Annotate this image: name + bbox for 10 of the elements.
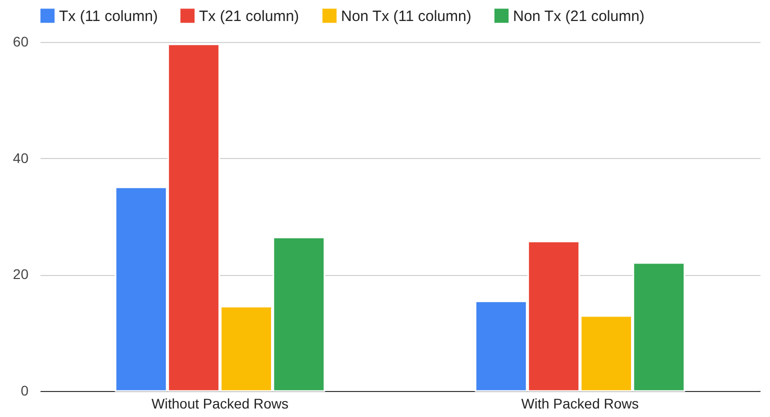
y-tick-label: 0 xyxy=(20,382,29,398)
y-tick-label: 40 xyxy=(12,150,29,166)
legend-label: Tx (21 column) xyxy=(199,8,300,25)
legend-label: Non Tx (21 column) xyxy=(513,8,644,25)
legend-label: Non Tx (11 column) xyxy=(341,8,472,25)
x-tick-label: Without Packed Rows xyxy=(152,396,288,412)
y-tick-label: 20 xyxy=(12,266,29,282)
x-tick-label: With Packed Rows xyxy=(521,396,639,412)
y-tick-label: 60 xyxy=(12,34,29,50)
legend-label: Tx (11 column) xyxy=(59,8,158,25)
